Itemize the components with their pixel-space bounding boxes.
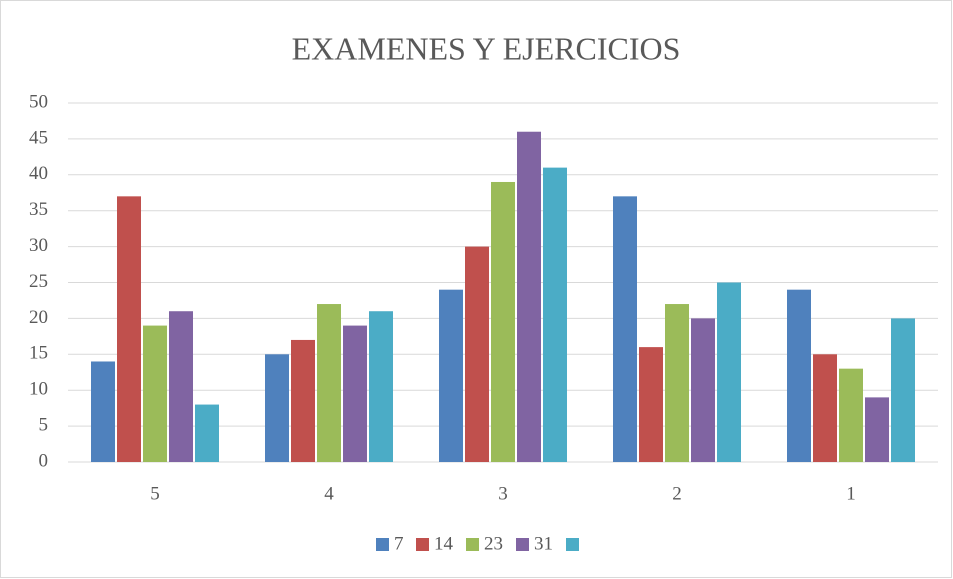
legend-swatch [566, 538, 579, 551]
bar [543, 167, 567, 462]
bar [291, 339, 315, 462]
bar [639, 347, 663, 462]
y-tick-label: 30 [29, 235, 48, 256]
bar [265, 354, 289, 462]
legend-swatch [466, 538, 479, 551]
y-tick-label: 10 [29, 379, 48, 400]
x-tick-label: 1 [846, 483, 856, 504]
x-tick-label: 5 [150, 483, 160, 504]
bar [517, 131, 541, 462]
bar [343, 325, 367, 462]
bar [465, 246, 489, 462]
y-tick-label: 35 [29, 199, 48, 220]
legend-swatch [516, 538, 529, 551]
bar [169, 311, 193, 462]
y-tick-label: 5 [39, 414, 49, 435]
bar [91, 361, 115, 462]
y-tick-label: 0 [39, 450, 49, 471]
y-tick-label: 15 [29, 343, 48, 364]
bar [717, 282, 741, 462]
bar [117, 196, 141, 462]
bar [787, 289, 811, 462]
y-tick-label: 40 [29, 163, 48, 184]
bar [613, 196, 637, 462]
bar [813, 354, 837, 462]
bar [865, 397, 889, 462]
bar [195, 404, 219, 462]
bar [665, 304, 689, 462]
x-tick-label: 4 [324, 483, 334, 504]
y-tick-label: 50 [29, 91, 48, 112]
legend-label: 23 [484, 533, 503, 554]
bar [143, 325, 167, 462]
bar [317, 304, 341, 462]
bar [369, 311, 393, 462]
bar [691, 318, 715, 462]
x-tick-label: 2 [672, 483, 682, 504]
bar [839, 368, 863, 462]
y-tick-label: 20 [29, 307, 48, 328]
legend-swatch [416, 538, 429, 551]
bar [491, 181, 515, 463]
y-tick-label: 25 [29, 271, 48, 292]
legend-label: 14 [434, 533, 454, 554]
bar [891, 318, 915, 462]
legend-swatch [376, 538, 389, 551]
x-tick-label: 3 [498, 483, 508, 504]
y-tick-label: 45 [29, 127, 48, 148]
legend-label: 31 [534, 533, 553, 554]
legend-label: 7 [394, 533, 404, 554]
bar [439, 289, 463, 462]
chart-title: EXAMENES Y EJERCICIOS [292, 30, 681, 66]
